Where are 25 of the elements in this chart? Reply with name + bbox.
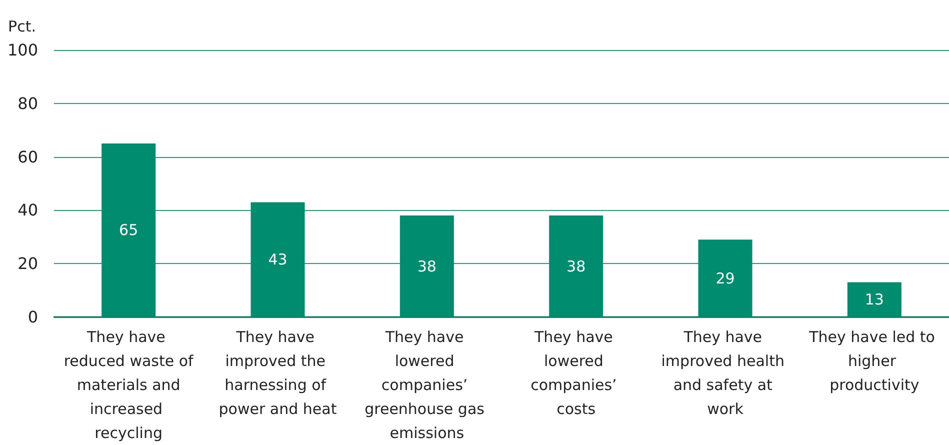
x-tick-label: They have reduced waste of materials and increased recycling xyxy=(64,328,194,442)
x-tick-label: They have improved the harnessing of power and heat xyxy=(218,328,337,418)
y-axis-title: Pct. xyxy=(8,18,36,36)
y-tick-label: 20 xyxy=(18,254,38,274)
bar xyxy=(698,240,752,317)
bar xyxy=(847,282,902,317)
x-tick-label: They have improved health and safety at work xyxy=(661,328,790,418)
bar xyxy=(549,216,604,317)
y-tick-label: 100 xyxy=(7,40,38,60)
data-label: 43 xyxy=(268,250,288,269)
data-label: 29 xyxy=(716,269,735,288)
x-tick-label: They have lowered companies’ costs xyxy=(530,328,622,418)
data-label: 38 xyxy=(417,257,436,276)
bar xyxy=(102,143,156,317)
bar xyxy=(250,202,305,317)
x-tick-label: They have lowered companies’ greenhouse gas emissions xyxy=(364,328,490,442)
data-label: 65 xyxy=(119,221,138,240)
bar xyxy=(400,216,454,317)
y-tick-label: 60 xyxy=(18,147,38,166)
y-tick-label: 80 xyxy=(18,94,38,113)
y-tick-label: 0 xyxy=(28,308,38,326)
y-tick-label: 40 xyxy=(18,200,38,220)
data-label: 13 xyxy=(864,290,884,309)
x-tick-label: They have led to higher productivity xyxy=(808,328,940,394)
data-label: 38 xyxy=(566,257,586,276)
